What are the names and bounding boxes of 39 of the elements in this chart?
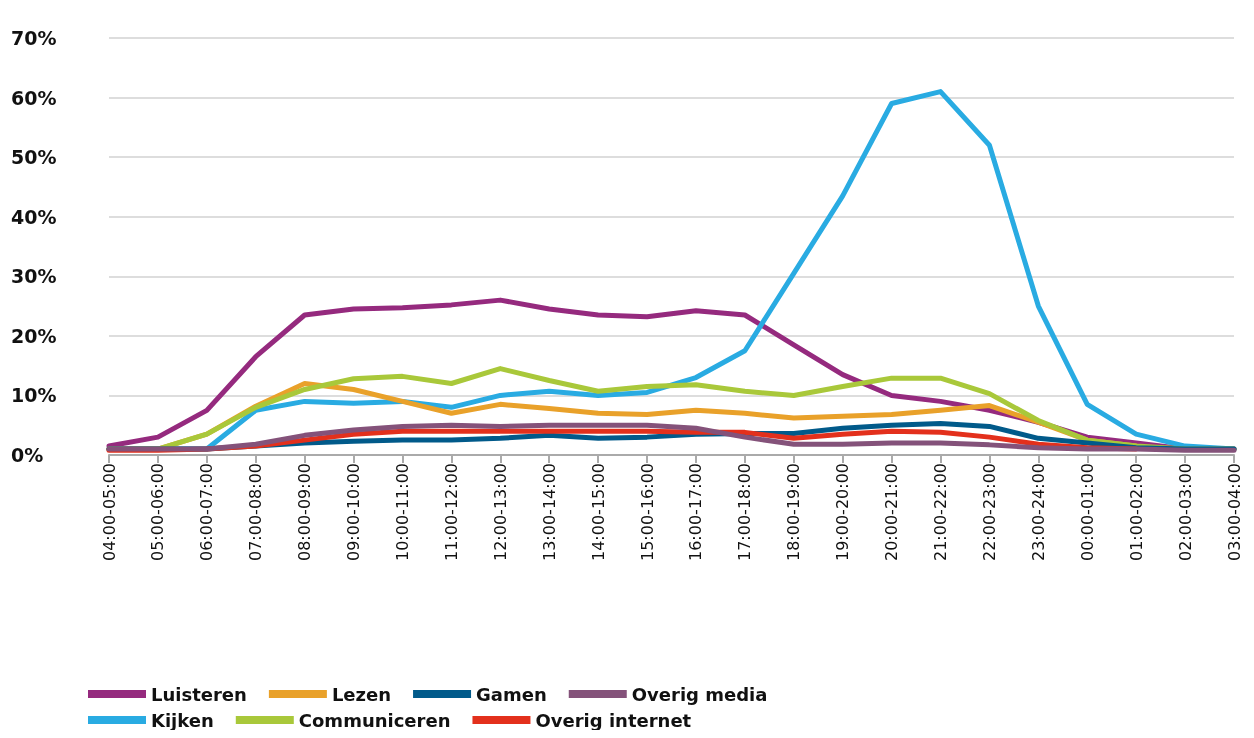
x-tick-label: 05:00-06:00 (148, 463, 168, 561)
y-tick-label: 50% (11, 146, 57, 169)
legend-label: Overig internet (535, 709, 692, 731)
x-tick-label: 17:00-18:00 (735, 463, 755, 561)
x-tick-label: 13:00-14:00 (539, 463, 559, 561)
y-tick-label: 10% (11, 384, 57, 407)
legend-label: Communiceren (298, 709, 451, 731)
legend-label: Lezen (331, 683, 392, 705)
x-tick-label: 19:00-20:00 (833, 463, 853, 561)
x-tick-label: 02:00-03:00 (1175, 463, 1195, 561)
x-tick-label: 21:00-22:00 (931, 463, 951, 561)
x-tick-label: 20:00-21:00 (882, 463, 902, 561)
x-tick-label: 07:00-08:00 (246, 463, 266, 561)
legend-label: Kijken (151, 709, 214, 731)
x-tick-label: 06:00-07:00 (197, 463, 217, 561)
legend-label: Overig media (631, 683, 768, 705)
x-tick-label: 18:00-19:00 (784, 463, 804, 561)
y-tick-label: 0% (11, 444, 44, 466)
x-tick-label: 15:00-16:00 (637, 463, 657, 561)
x-tick-label: 23:00-24:00 (1028, 463, 1048, 561)
x-tick-label: 08:00-09:00 (295, 463, 315, 561)
x-tick-label: 12:00-13:00 (490, 463, 510, 561)
y-tick-label: 20% (11, 324, 57, 347)
x-tick-label: 10:00-11:00 (392, 463, 412, 561)
y-tick-label: 30% (11, 265, 57, 288)
x-tick-label: 09:00-10:00 (344, 463, 364, 561)
x-tick-label: 00:00-01:00 (1077, 463, 1097, 561)
x-tick-label: 01:00-02:00 (1126, 463, 1146, 561)
x-tick-label: 22:00-23:00 (979, 463, 999, 561)
x-tick-label: 11:00-12:00 (441, 463, 461, 561)
y-tick-label: 70% (11, 27, 57, 49)
x-tick-label: 14:00-15:00 (588, 463, 608, 561)
y-tick-label: 60% (11, 86, 57, 109)
y-tick-label: 40% (11, 205, 57, 228)
x-tick-label: 03:00-04:00 (1224, 463, 1244, 561)
legend-label: Gamen (476, 683, 547, 705)
x-tick-label: 16:00-17:00 (686, 463, 706, 561)
legend-label: Luisteren (151, 683, 247, 705)
x-tick-label: 04:00-05:00 (99, 463, 119, 561)
